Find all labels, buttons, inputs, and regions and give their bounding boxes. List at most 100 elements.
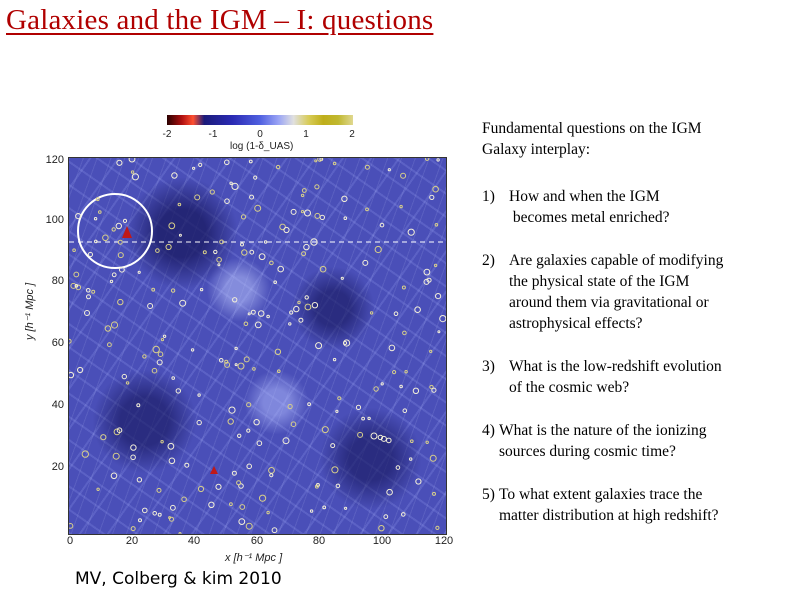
galaxy-dot [155,248,160,253]
galaxy-dot [136,477,143,483]
galaxy-dot [268,467,275,474]
galaxy-dot [208,501,215,508]
galaxy-dot [431,387,437,393]
galaxy-dot [130,444,137,451]
galaxy-dot [152,511,157,516]
galaxy-dot [432,491,436,496]
galaxy-dot [184,462,190,468]
galaxy-dot [165,243,172,251]
slide-title: Galaxies and the IGM – I: questions [6,4,434,36]
galaxy-dot [423,278,430,285]
galaxy-dot [240,214,247,220]
galaxy-dot [130,454,136,461]
galaxy-dot [98,210,102,214]
galaxy-dot [311,302,319,309]
question-line: What is the nature of the ionizing [499,422,707,439]
galaxy-dot [252,367,256,371]
galaxy-dot [69,338,72,344]
galaxy-dot [414,306,421,313]
galaxy-dot [309,509,314,513]
galaxy-dot [117,252,124,259]
galaxy-dot [401,512,406,517]
galaxy-dot [425,440,429,444]
galaxy-dot [378,525,385,532]
galaxy-dot [304,295,309,300]
galaxy-dot [257,310,265,317]
galaxy-dot [259,494,267,502]
galaxy-dot [104,325,112,332]
galaxy-dot [228,406,236,414]
galaxy-dot [380,382,384,386]
galaxy-dot [436,158,440,162]
galaxy-dot [224,359,229,364]
galaxy-dot [115,222,122,230]
galaxy-dot [110,321,119,329]
galaxy-dot [190,348,195,352]
galaxy-dot [254,204,262,212]
galaxy-dot [151,367,158,374]
galaxy-dot [355,404,362,410]
galaxy-dot [304,209,311,217]
x-tick: 60 [250,535,264,547]
question-item: 2) Are galaxies capable of modifying the… [482,250,782,334]
galaxy-dot [171,376,175,380]
galaxy-dot [121,373,127,380]
galaxy-dot [227,418,234,425]
y-tick: 120 [45,154,64,166]
question-line: matter distribution at high redshift? [499,507,719,524]
question-number: 1) [482,188,495,205]
question-text: How and when the IGM becomes metal enric… [482,186,782,228]
galaxy-dot [373,386,379,392]
galaxy-dot [319,214,326,221]
galaxy-dot [218,358,224,363]
galaxy-dot [249,249,255,255]
galaxy-dot [301,251,307,257]
galaxy-dot [340,276,344,280]
x-tick: 80 [312,535,326,547]
galaxy-dot [435,525,440,530]
galaxy-dot [279,223,286,231]
galaxy-dot [307,402,312,407]
galaxy-dot [392,370,397,375]
galaxy-dot [319,265,327,273]
galaxy-dot [162,334,167,339]
galaxy-dot [192,166,196,170]
galaxy-dot [253,419,260,426]
galaxy-dot [241,249,248,256]
galaxy-dot [374,245,382,254]
galaxy-dot [314,159,318,163]
colorbar-tick: 0 [257,129,263,140]
galaxy-dot [136,403,141,408]
galaxy-dot [404,370,408,374]
colorbar-tick: 2 [349,129,355,140]
question-item: 5) To what extent galaxies trace the mat… [482,484,782,526]
question-line: sources during cosmic time? [499,443,676,460]
galaxy-dot [380,435,387,442]
question-text: What is the low-redshift evolution of th… [482,356,782,398]
intro-line: Galaxy interplay: [482,141,591,158]
galaxy-dot [290,208,297,215]
galaxy-dot [423,268,431,276]
galaxy-dot [387,168,391,172]
galaxy-dot [74,284,79,288]
galaxy-dot [246,463,252,470]
colorbar-tick: -2 [162,129,172,140]
galaxy-dot [125,381,130,385]
galaxy-dot [202,250,207,255]
galaxy-dot [250,309,256,315]
galaxy-dot [269,260,274,266]
galaxy-dot [95,197,100,202]
galaxy-dot [142,354,147,359]
galaxy-dot [171,172,178,179]
galaxy-dot [322,505,327,510]
question-text: Are galaxies capable of modifying the ph… [482,250,782,334]
galaxy-dot [429,454,437,462]
galaxy-dot [401,285,406,290]
question-line: To what extent galaxies trace the [499,486,703,503]
galaxy-dot [402,408,408,413]
galaxy-dot [277,265,284,273]
galaxy-dot [337,396,342,401]
galaxy-dot [332,161,337,166]
colorbar-label: log (1-δ_UAS) [230,141,294,152]
galaxy-dot [237,433,242,438]
